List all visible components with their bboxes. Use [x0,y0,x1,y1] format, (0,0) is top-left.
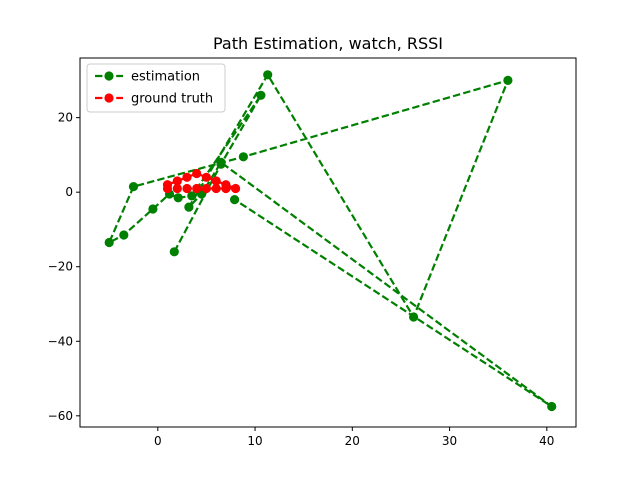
data-point-estimation [230,195,240,205]
x-tick-label: 40 [539,434,554,448]
data-point-estimation [148,204,158,214]
y-tick-label: 20 [58,111,73,125]
data-point-ground-truth [182,183,192,194]
data-point-estimation [547,401,557,412]
data-point-estimation [256,90,266,100]
legend-label-estimation: estimation [131,70,200,85]
data-point-estimation [119,230,129,240]
data-point-estimation [503,75,513,85]
x-tick-label: 30 [442,434,457,448]
data-point-ground-truth [182,172,192,182]
data-point-ground-truth [201,183,211,194]
data-point-ground-truth [172,183,182,194]
data-point-ground-truth [192,168,202,179]
data-point-estimation [184,202,194,212]
data-point-ground-truth [162,183,173,194]
legend: estimation ground truth [86,63,226,113]
data-point-ground-truth [211,183,221,194]
data-point-ground-truth [211,176,221,186]
y-tick-label: 0 [65,185,73,199]
data-point-estimation [216,157,226,167]
data-point-estimation [173,193,183,203]
data-point-estimation [187,191,197,201]
chart-title: Path Estimation, watch, RSSI [213,34,443,53]
legend-label-ground-truth: ground truth [131,92,213,107]
data-point-ground-truth [192,183,202,194]
data-point-estimation [128,182,139,192]
x-tick-label: 10 [247,434,262,448]
legend-marker-ground-truth [104,93,114,103]
data-point-ground-truth [172,176,182,186]
data-point-estimation [104,237,114,248]
data-point-estimation [238,152,248,162]
data-point-ground-truth [221,183,231,194]
data-point-estimation [409,312,419,322]
x-tick-label: 0 [154,434,162,448]
axes: 0 10 20 30 40 −60 −40 −20 0 20 [48,57,577,448]
data-point-ground-truth [231,183,241,194]
data-point-estimation [169,247,179,257]
y-tick-label: −60 [48,409,73,423]
y-tick-label: −40 [48,334,73,348]
legend-marker-estimation [104,71,114,81]
y-tick-label: −20 [48,260,73,274]
plot-area [104,70,557,412]
x-tick-label: 20 [345,434,360,448]
data-point-estimation [263,70,273,80]
axes-frame [79,57,577,428]
data-point-ground-truth [201,172,211,182]
